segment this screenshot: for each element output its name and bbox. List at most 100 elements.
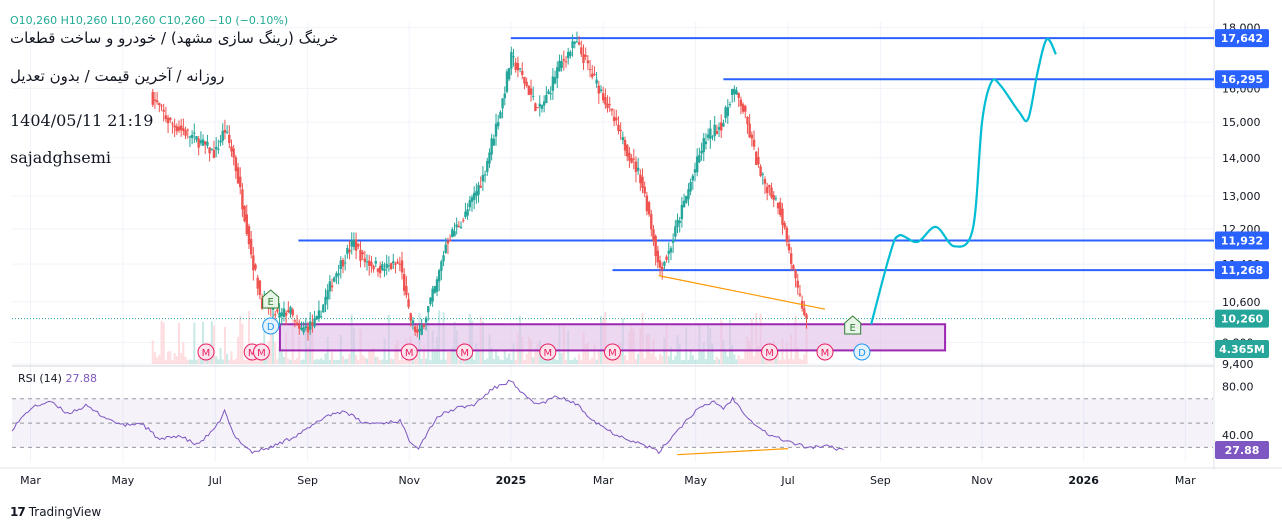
candle-down [243,206,246,222]
divergence-lines [658,275,826,456]
candle-up [698,154,701,163]
candle-down [230,146,233,152]
volume-bar [344,359,347,364]
volume-bar [781,339,784,364]
volume-bar [718,359,721,364]
candle-down [173,125,176,128]
candle-down [534,103,537,111]
candle-down [284,312,288,316]
candle-up [711,136,714,138]
candle-down [396,261,399,264]
candle-up [735,90,738,95]
candle-down [276,309,279,312]
time-tick-label: May [684,474,707,487]
volume-bar [580,359,583,364]
candle-down [403,274,406,291]
candle-up [724,107,727,119]
candle-up [440,261,443,271]
candle-up [667,250,670,254]
volume-bar [361,355,364,364]
volume-bar [217,359,220,364]
candle-up [328,281,332,292]
candle-up [304,326,308,329]
candle-up [599,89,603,91]
candle-up [512,56,515,58]
level-badge: 11,932 [1221,235,1263,248]
volume-bar [162,322,165,364]
candle-down [536,107,539,109]
volume-bar [191,359,194,364]
candle-up [547,91,550,95]
candle-up [494,123,498,137]
volume-bar [241,323,244,364]
candle-up [453,231,456,237]
candle-down [245,214,248,235]
volume-bar [554,358,557,364]
candle-up [322,304,325,313]
candle-up [433,286,437,293]
volume-bar [420,358,423,364]
candle-up [319,316,323,318]
event-marker-d [262,317,280,335]
volume-bar [331,351,334,364]
candle-down [715,130,719,135]
candle-down [448,239,452,242]
volume-bar [680,359,683,364]
candle-down [577,42,581,45]
volume-bar [261,359,264,364]
candle-up [621,137,625,141]
volume-bar [610,359,613,364]
volume-bar [536,343,539,364]
volume-bar [449,352,452,364]
candle-up [556,67,559,79]
candle-up [418,328,421,332]
volume-bar [523,360,526,364]
candle-up [383,268,386,271]
volume-bar [748,341,751,364]
candle-up [477,184,480,195]
volume-bar [637,353,640,364]
candle-down [606,103,609,109]
candle-up [518,68,522,70]
candle-up [411,320,415,324]
candle-down [610,108,614,111]
candle-down [372,265,375,270]
volume-bar [289,359,292,364]
candle-down [249,238,253,255]
volume-bar [571,359,574,364]
tradingview-footer[interactable]: 17 TradingView [10,505,101,519]
candle-up [507,68,511,80]
candle-up [339,260,342,270]
time-tick-label: May [111,474,134,487]
volume-bar [700,349,703,364]
volume-bar [219,347,222,364]
volume-bar [486,358,489,364]
candle-down [446,241,450,244]
volume-bar [381,359,384,364]
candle-down [514,62,517,70]
volume-bar [613,359,616,364]
volume-bar [573,357,576,364]
volume-bar [374,356,377,364]
candle-down [354,239,358,251]
volume-bar [320,358,323,364]
volume-bar [180,353,183,364]
candle-up [326,290,329,300]
event-marker-m-label: M [544,348,553,359]
candle-down [772,195,775,200]
volume-bar [514,359,517,364]
candle-up [289,307,292,314]
candle-down [796,280,799,288]
candle-up [566,51,570,59]
volume-bar [650,353,653,364]
rsi-name: RSI (14) [18,372,62,385]
projection-path [870,37,1057,325]
event-marker-e [844,315,862,335]
candle-up [774,198,778,200]
candle-up [733,88,736,95]
candle-up [671,239,675,243]
volume-bar [761,355,764,364]
volume-bar [624,355,627,364]
candle-down [615,117,618,121]
candle-down [741,104,745,112]
